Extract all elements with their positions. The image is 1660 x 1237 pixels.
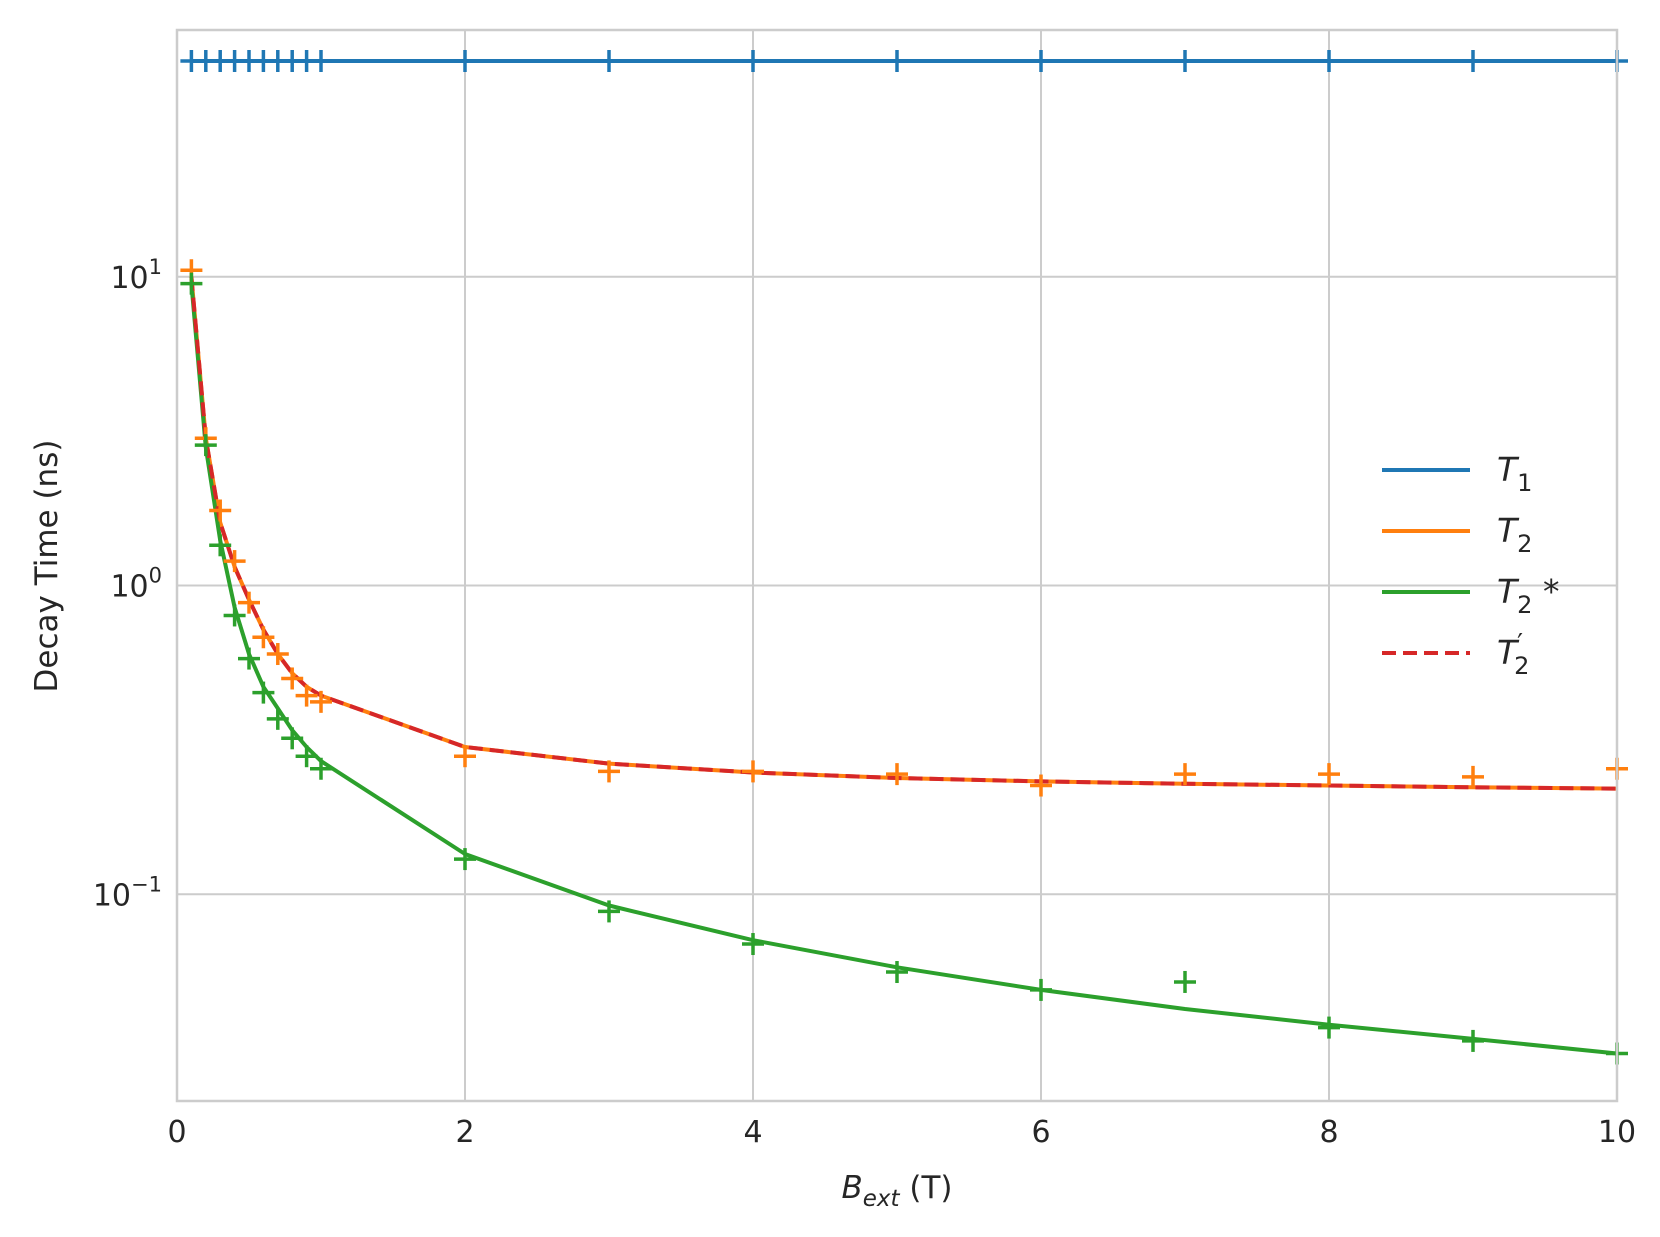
y-tick-base: 10 bbox=[110, 570, 148, 605]
series-marker-2 bbox=[266, 707, 289, 730]
y-tick-base: 10 bbox=[110, 261, 148, 296]
series-marker-2 bbox=[886, 961, 908, 984]
plot-frame bbox=[175, 28, 1619, 1103]
series-marker-0 bbox=[1462, 49, 1484, 72]
legend: T1 T2 T2 * T′ 2 bbox=[1382, 450, 1559, 680]
series-marker-1 bbox=[266, 643, 289, 666]
x-tick-label: 10 bbox=[1598, 1115, 1636, 1150]
y-axis-label: Decay Time (ns) bbox=[29, 440, 65, 693]
series-marker-0 bbox=[1030, 49, 1052, 72]
series-marker-1 bbox=[252, 626, 275, 649]
series-marker-2 bbox=[742, 933, 764, 956]
series-marker-0 bbox=[1318, 49, 1340, 72]
series-marker-0 bbox=[454, 49, 476, 72]
series-marker-1 bbox=[295, 684, 318, 707]
x-axis-label-sub: ext bbox=[863, 1186, 901, 1212]
y-tick-exponent: 1 bbox=[149, 255, 162, 279]
series-markers bbox=[180, 49, 1628, 1065]
series-marker-1 bbox=[223, 550, 246, 573]
series-marker-1 bbox=[1462, 765, 1484, 788]
legend-label: T2 bbox=[1497, 511, 1532, 558]
series-marker-2 bbox=[454, 848, 476, 871]
series-marker-1 bbox=[598, 760, 620, 783]
y-tick-label: 100 bbox=[110, 564, 162, 605]
series-marker-1 bbox=[1174, 763, 1196, 786]
series-marker-1 bbox=[310, 690, 332, 713]
series-marker-1 bbox=[454, 745, 476, 768]
series-marker-1 bbox=[238, 591, 260, 614]
x-tick-label: 2 bbox=[455, 1115, 474, 1150]
series-marker-0 bbox=[598, 49, 620, 72]
x-tick-label: 8 bbox=[1319, 1115, 1338, 1150]
series-marker-0 bbox=[742, 49, 764, 72]
series-marker-0 bbox=[310, 49, 332, 72]
series-marker-1 bbox=[1030, 774, 1052, 797]
series-marker-2 bbox=[295, 745, 318, 768]
x-axis-label: Bext (T) bbox=[841, 1170, 952, 1212]
series-marker-2 bbox=[1174, 970, 1196, 993]
x-axis-label-unit: (T) bbox=[900, 1170, 953, 1206]
legend-entry-3: T′ 2 bbox=[1382, 629, 1529, 680]
series-marker-2 bbox=[310, 757, 332, 780]
series-marker-2 bbox=[1318, 1016, 1340, 1039]
series-marker-1 bbox=[209, 499, 232, 522]
y-tick-exponent: 0 bbox=[149, 564, 162, 588]
series-marker-1 bbox=[281, 667, 304, 690]
y-tick-base: 10 bbox=[93, 878, 131, 913]
series-marker-2 bbox=[598, 900, 620, 923]
series-marker-2 bbox=[194, 434, 217, 457]
series-marker-0 bbox=[1174, 49, 1196, 72]
x-tick-labels: 0 2 4 6 8 10 bbox=[167, 1115, 1636, 1150]
series-marker-2 bbox=[238, 647, 260, 670]
y-tick-label: 10−1 bbox=[93, 872, 162, 913]
x-axis-label-main: B bbox=[841, 1170, 862, 1206]
series-marker-2 bbox=[180, 272, 203, 295]
series-marker-2 bbox=[223, 604, 246, 627]
series-marker-2 bbox=[209, 534, 232, 557]
x-tick-label: 0 bbox=[167, 1115, 186, 1150]
plot-area bbox=[177, 30, 1617, 1101]
x-tick-label: 6 bbox=[1031, 1115, 1050, 1150]
y-tick-label: 101 bbox=[110, 255, 162, 296]
legend-entry-0: T1 bbox=[1382, 450, 1532, 497]
legend-entry-2: T2 * bbox=[1382, 572, 1559, 619]
series-marker-1 bbox=[1318, 763, 1340, 786]
series-marker-1 bbox=[886, 763, 908, 786]
legend-label: T′ 2 bbox=[1497, 629, 1529, 680]
legend-entry-1: T2 bbox=[1382, 511, 1532, 558]
x-tick-label: 4 bbox=[743, 1115, 762, 1150]
series-marker-0 bbox=[886, 49, 908, 72]
series-marker-2 bbox=[281, 727, 304, 750]
y-tick-exponent: −1 bbox=[131, 872, 162, 896]
series-marker-1 bbox=[742, 760, 764, 783]
series-marker-2 bbox=[1462, 1029, 1484, 1052]
legend-label: T2 * bbox=[1497, 572, 1559, 619]
series-marker-2 bbox=[1030, 978, 1052, 1001]
legend-label: T1 bbox=[1497, 450, 1532, 497]
series-marker-2 bbox=[252, 681, 275, 704]
